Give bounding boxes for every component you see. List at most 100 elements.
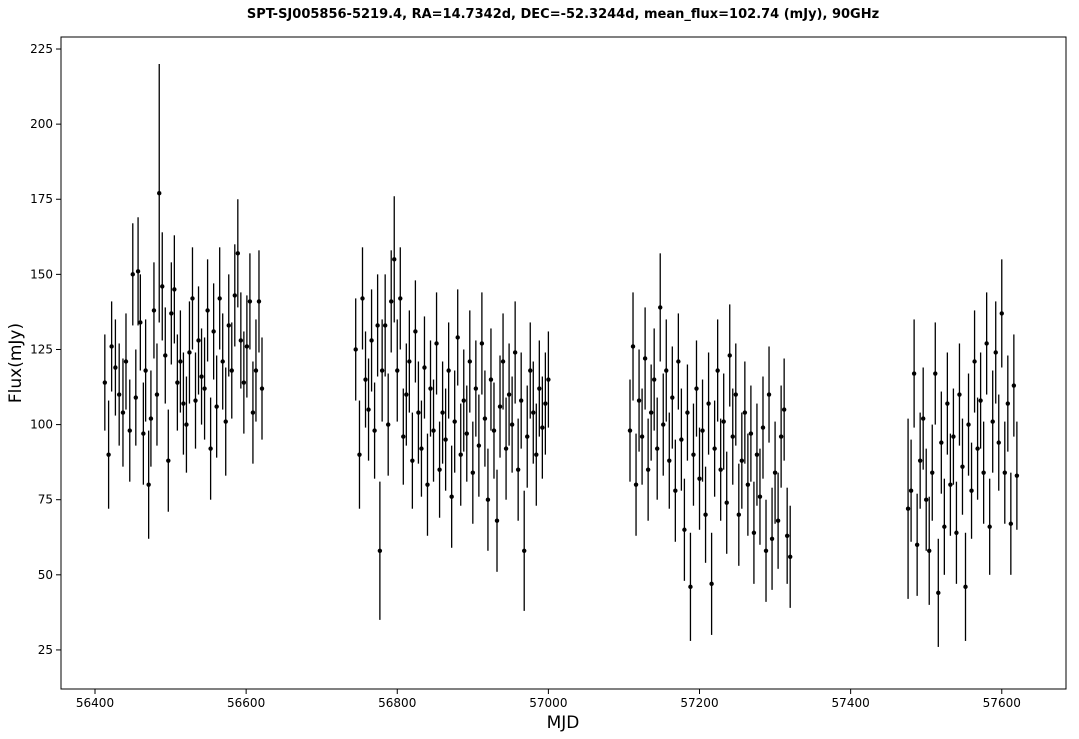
y-tick-label: 100	[30, 418, 53, 432]
data-point	[193, 398, 198, 403]
data-point	[146, 482, 151, 487]
data-point	[500, 359, 506, 364]
data-point	[160, 284, 165, 289]
data-point	[416, 410, 421, 415]
data-point	[627, 428, 633, 433]
data-point	[1014, 473, 1020, 478]
y-tick-label: 225	[30, 42, 53, 56]
data-point	[534, 452, 539, 457]
data-point	[721, 419, 726, 424]
y-tick-label: 175	[30, 192, 53, 206]
data-point	[494, 518, 500, 523]
data-point	[449, 494, 454, 499]
data-point	[630, 344, 636, 349]
data-point	[966, 422, 971, 427]
data-point	[651, 377, 657, 382]
data-point	[375, 323, 380, 328]
data-point	[939, 440, 944, 445]
data-point	[724, 500, 729, 505]
data-point	[452, 419, 457, 424]
data-point	[389, 299, 394, 304]
y-tick-label: 75	[38, 493, 53, 507]
data-point	[914, 542, 920, 547]
data-point	[960, 464, 965, 469]
data-point	[253, 368, 259, 373]
data-point	[694, 386, 699, 391]
data-point	[385, 422, 391, 427]
data-point	[703, 512, 708, 517]
data-point	[123, 359, 129, 364]
data-point	[366, 407, 371, 412]
data-point	[410, 458, 415, 463]
data-point	[676, 359, 681, 364]
data-point	[658, 305, 663, 310]
data-point	[1008, 521, 1014, 526]
data-point	[455, 335, 460, 340]
data-point	[491, 428, 497, 433]
x-tick-label: 57000	[529, 696, 567, 710]
data-point	[924, 497, 929, 502]
data-point	[775, 518, 781, 523]
data-point	[443, 437, 448, 442]
data-point	[742, 410, 748, 415]
data-point	[382, 323, 388, 328]
data-point	[969, 488, 974, 493]
y-tick-label: 25	[38, 643, 53, 657]
data-point	[778, 434, 784, 439]
data-point	[772, 470, 778, 475]
data-point	[157, 191, 162, 196]
data-point	[181, 401, 186, 406]
data-point	[999, 311, 1004, 316]
data-point	[633, 482, 639, 487]
data-point	[754, 452, 760, 457]
data-point	[927, 548, 932, 553]
data-point	[975, 446, 980, 451]
data-point	[993, 350, 998, 355]
data-point	[537, 386, 542, 391]
data-point	[682, 527, 687, 532]
data-point	[503, 446, 509, 451]
data-point	[957, 392, 962, 397]
data-point	[479, 341, 485, 346]
data-point	[673, 488, 678, 493]
data-point	[781, 407, 787, 412]
data-point	[151, 308, 157, 313]
data-point	[685, 410, 690, 415]
data-point	[130, 272, 135, 277]
data-point	[419, 446, 424, 451]
data-point	[963, 584, 968, 590]
data-point	[422, 365, 427, 370]
data-point	[238, 338, 244, 343]
x-tick-label: 57200	[680, 696, 718, 710]
data-point	[116, 392, 122, 397]
data-point	[473, 386, 479, 391]
data-point	[642, 356, 648, 361]
data-point	[525, 434, 530, 439]
data-point	[241, 380, 247, 385]
data-point	[667, 458, 672, 463]
data-point	[697, 476, 702, 481]
data-point	[930, 470, 935, 475]
data-point	[247, 299, 253, 304]
data-point	[392, 257, 397, 262]
data-point	[730, 434, 735, 439]
data-point	[199, 374, 204, 379]
data-point	[664, 368, 669, 373]
data-point	[951, 434, 956, 439]
data-point	[987, 524, 992, 529]
data-point	[413, 329, 418, 334]
data-point	[476, 443, 482, 448]
data-point	[1002, 470, 1007, 475]
data-point	[739, 458, 745, 463]
x-axis: 56400 56600 56800 57000 57200 57400 57600	[76, 689, 1021, 710]
data-point	[546, 377, 551, 382]
data-point	[464, 431, 469, 436]
data-point	[259, 386, 265, 391]
data-point	[984, 341, 989, 346]
data-point	[226, 323, 231, 328]
data-point	[143, 368, 148, 373]
data-point	[163, 353, 168, 358]
data-point	[706, 401, 711, 406]
data-point	[933, 371, 938, 376]
